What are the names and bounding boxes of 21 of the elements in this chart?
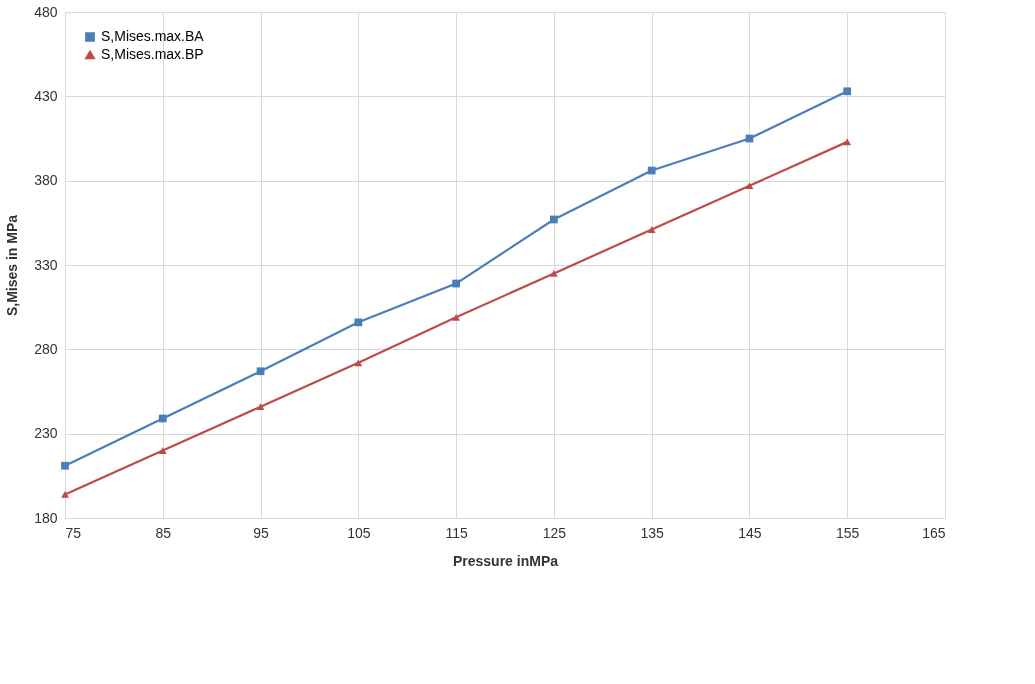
y-tick-label: 430 (34, 87, 58, 104)
x-tick-label: 145 (738, 524, 762, 541)
legend-label: S,Mises.max.BA (101, 28, 205, 44)
x-tick-label: 165 (922, 524, 946, 541)
x-tick-label: 95 (253, 524, 270, 541)
x-tick-label: 115 (445, 524, 468, 541)
x-tick-label: 135 (640, 524, 665, 541)
x-tick-label: 75 (65, 524, 82, 541)
y-tick-label: 330 (34, 256, 58, 273)
y-tick-label: 480 (34, 3, 58, 20)
y-tick-label: 280 (34, 340, 58, 357)
x-tick-label: 105 (347, 524, 371, 541)
y-tick-label: 380 (34, 172, 58, 189)
y-tick-label: 180 (34, 509, 58, 526)
y-tick-label: 230 (34, 425, 58, 442)
x-tick-label: 125 (542, 524, 567, 541)
x-tick-label: 155 (836, 524, 860, 541)
legend-label: S,Mises.max.BP (101, 46, 204, 62)
x-tick-label: 85 (155, 524, 172, 541)
x-axis-title: Pressure inMPa (452, 552, 559, 569)
y-axis-title: S,Mises in MPa (4, 214, 21, 317)
